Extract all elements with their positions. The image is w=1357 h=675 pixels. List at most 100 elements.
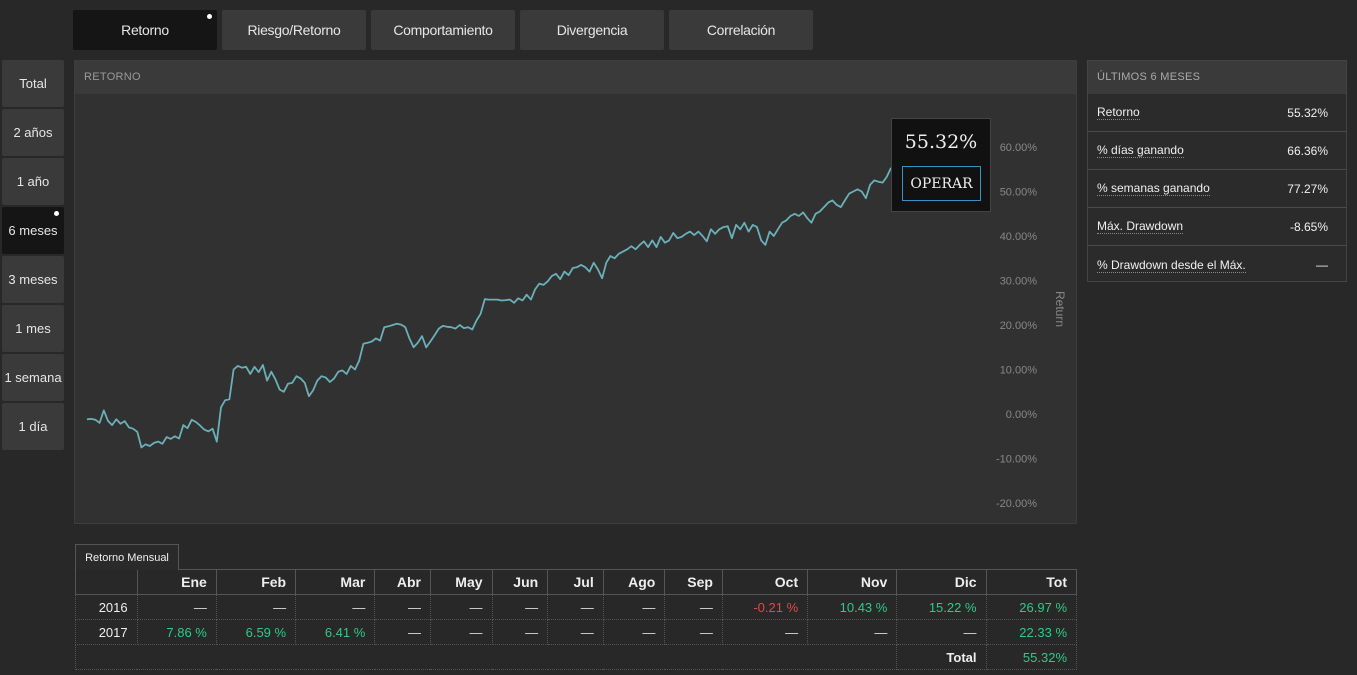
tab-label: Comportamiento bbox=[393, 22, 493, 38]
return-cell: — bbox=[602, 594, 666, 620]
y-tick-label: 20.00% bbox=[1000, 320, 1038, 332]
column-header: Ene bbox=[136, 569, 217, 595]
stat-row: Retorno 55.32% bbox=[1088, 94, 1346, 132]
return-cell: — bbox=[896, 619, 987, 645]
table-header-row: Ene Feb Mar Abr May Jun Jul Ago Sep Oct Nov Dic Tot bbox=[75, 569, 1078, 595]
column-header: Oct bbox=[721, 569, 809, 595]
stat-label[interactable]: Máx. Drawdown bbox=[1097, 219, 1184, 234]
return-cell: 10.43 % bbox=[807, 594, 898, 620]
return-cell: — bbox=[295, 594, 376, 620]
period-label: 3 meses bbox=[8, 272, 58, 287]
chart-panel-title: RETORNO bbox=[75, 61, 1076, 94]
column-header: Dic bbox=[896, 569, 987, 595]
stats-title: ÚLTIMOS 6 MESES bbox=[1088, 61, 1346, 94]
return-cell: — bbox=[491, 619, 549, 645]
return-cell: 7.86 % bbox=[136, 619, 217, 645]
stat-label[interactable]: % Drawdown desde el Máx. bbox=[1097, 257, 1246, 273]
period-1-ano[interactable]: 1 año bbox=[2, 158, 64, 205]
tooltip-value: 55.32% bbox=[904, 131, 978, 153]
y-tick-label: -10.00% bbox=[996, 454, 1037, 466]
table-row: 2017 7.86 % 6.59 % 6.41 % — — — — — — — — —22.33 % bbox=[75, 619, 1078, 645]
return-cell: — bbox=[491, 594, 549, 620]
return-cell: — bbox=[429, 594, 493, 620]
y-tick-label: -20.00% bbox=[996, 498, 1037, 510]
period-label: 1 mes bbox=[15, 321, 51, 336]
stat-value: 66.36% bbox=[1287, 143, 1328, 158]
y-tick-label: 50.00% bbox=[1000, 187, 1038, 199]
period-2-anos[interactable]: 2 años bbox=[2, 109, 64, 156]
period-label: 1 semana bbox=[4, 370, 62, 385]
tab-divergencia[interactable]: Divergencia bbox=[520, 10, 664, 50]
period-1-dia[interactable]: 1 día bbox=[2, 403, 64, 450]
return-cell: — bbox=[807, 619, 898, 645]
return-cell: — bbox=[374, 619, 431, 645]
tab-retorno[interactable]: Retorno bbox=[73, 10, 217, 50]
tab-retorno-mensual[interactable]: Retorno Mensual bbox=[75, 544, 179, 570]
period-1-semana[interactable]: 1 semana bbox=[2, 354, 64, 401]
tab-comportamiento[interactable]: Comportamiento bbox=[371, 10, 515, 50]
return-cell: — bbox=[664, 594, 723, 620]
column-header: Jun bbox=[491, 569, 549, 595]
period-6-meses[interactable]: 6 meses bbox=[2, 207, 64, 254]
y-tick-label: 40.00% bbox=[1000, 231, 1038, 243]
stat-row: Máx. Drawdown -8.65% bbox=[1088, 208, 1346, 246]
column-header: Sep bbox=[664, 569, 723, 595]
period-label: 1 día bbox=[18, 419, 48, 434]
period-label: Total bbox=[19, 76, 47, 91]
stats-panel: ÚLTIMOS 6 MESES Retorno 55.32% % días ga… bbox=[1087, 60, 1347, 282]
period-3-meses[interactable]: 3 meses bbox=[2, 256, 64, 303]
column-header: Mar bbox=[295, 569, 376, 595]
return-cell: — bbox=[374, 594, 431, 620]
tab-label: Riesgo/Retorno bbox=[247, 22, 341, 38]
stat-label[interactable]: % semanas ganando bbox=[1097, 181, 1210, 196]
operar-button[interactable]: OPERAR bbox=[902, 166, 981, 201]
return-cell: — bbox=[664, 619, 723, 645]
stat-label[interactable]: % días ganando bbox=[1097, 143, 1184, 158]
column-header: Feb bbox=[215, 569, 297, 595]
return-cell: — bbox=[429, 619, 493, 645]
stat-value: -8.65% bbox=[1289, 219, 1328, 234]
tab-label: Divergencia bbox=[556, 22, 628, 38]
top-tabs: Retorno Riesgo/Retorno Comportamiento Di… bbox=[73, 10, 813, 50]
return-cell: 22.33 % bbox=[985, 619, 1078, 645]
column-header: May bbox=[429, 569, 493, 595]
stat-value: 55.32% bbox=[1287, 105, 1328, 120]
y-tick-label: 60.00% bbox=[1000, 142, 1038, 154]
column-header: Jul bbox=[547, 569, 604, 595]
total-label: Total bbox=[896, 644, 987, 670]
y-tick-label: 0.00% bbox=[1006, 409, 1037, 421]
tab-label: Correlación bbox=[706, 22, 776, 38]
year-cell: 2017 bbox=[75, 619, 138, 645]
period-label: 2 años bbox=[13, 125, 53, 140]
y-axis-label: Return bbox=[1053, 291, 1067, 327]
total-row: Total 55.32% bbox=[74, 644, 1078, 670]
return-cell: — bbox=[547, 619, 604, 645]
return-cell: — bbox=[136, 594, 217, 620]
stat-label[interactable]: Retorno bbox=[1097, 105, 1140, 120]
y-tick-label: 30.00% bbox=[1000, 276, 1038, 288]
monthly-returns-table: Ene Feb Mar Abr May Jun Jul Ago Sep Oct Nov Dic Tot … bbox=[74, 569, 1078, 670]
column-header bbox=[75, 569, 138, 595]
period-label: 1 año bbox=[16, 174, 50, 189]
return-cell: 15.22 % bbox=[896, 594, 987, 620]
year-cell: 2016 bbox=[75, 594, 138, 620]
tab-riesgo-retorno[interactable]: Riesgo/Retorno bbox=[222, 10, 366, 50]
column-header: Abr bbox=[374, 569, 431, 595]
tab-correlacion[interactable]: Correlación bbox=[669, 10, 813, 50]
total-value: 55.32% bbox=[985, 644, 1078, 670]
return-cell: 6.59 % bbox=[215, 619, 297, 645]
y-tick-label: 10.00% bbox=[1000, 365, 1038, 377]
return-cell: — bbox=[602, 619, 666, 645]
period-1-mes[interactable]: 1 mes bbox=[2, 305, 64, 352]
return-cell: 26.97 % bbox=[985, 594, 1078, 620]
return-chart[interactable]: 60.00% 50.00% 40.00% 30.00% 20.00% 10.00% 0.00… bbox=[75, 61, 1078, 525]
period-label: 6 meses bbox=[8, 223, 58, 238]
return-cell: — bbox=[215, 594, 297, 620]
stat-value: 77.27% bbox=[1287, 181, 1328, 196]
return-cell: — bbox=[547, 594, 604, 620]
period-selector: Total 2 años 1 año 6 meses 3 meses 1 mes… bbox=[2, 60, 64, 452]
value-tooltip: 55.32% OPERAR bbox=[891, 118, 991, 212]
active-dot-icon bbox=[207, 14, 212, 19]
period-total[interactable]: Total bbox=[2, 60, 64, 107]
column-header: Ago bbox=[602, 569, 666, 595]
